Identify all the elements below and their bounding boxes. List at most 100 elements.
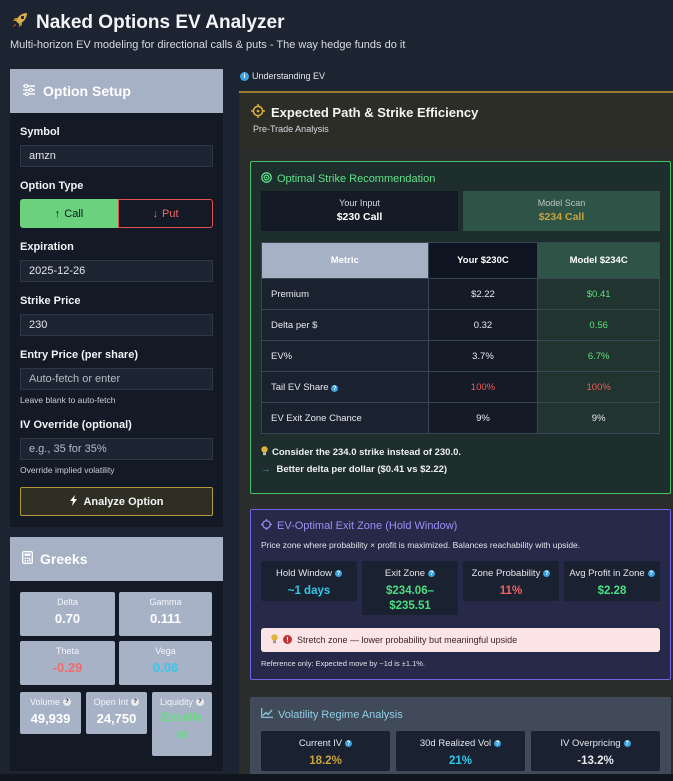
realized-vol-tile: 30d Realized Vol? 21%	[396, 731, 525, 771]
current-iv-tile: Current IV? 18.2%	[261, 731, 390, 771]
your-input-value: $230 Call	[336, 211, 383, 223]
yours-cell: $2.22	[427, 278, 539, 310]
greeks-header: Greeks	[10, 537, 223, 581]
entry-price-hint: Leave blank to auto-fetch	[20, 395, 116, 405]
crosshair-icon	[261, 519, 272, 533]
option-type-label: Option Type	[20, 180, 84, 192]
yours-cell: 100%	[427, 371, 539, 403]
volume-value: 49,939	[30, 711, 71, 726]
avg-profit-value: $2.28	[597, 585, 627, 597]
table-row: EV Exit Zone Chance 9% 9%	[261, 402, 660, 434]
metric-cell: Delta per $	[261, 309, 429, 341]
metric-cell: Premium	[261, 278, 429, 310]
model-cell: 100%	[537, 371, 660, 403]
lightbulb-icon	[261, 446, 268, 459]
table-header: Your $230C	[427, 242, 539, 279]
info-icon: i	[240, 71, 249, 81]
crosshair-icon	[251, 104, 265, 121]
trend-chart-icon	[261, 708, 273, 721]
sliders-icon	[22, 83, 36, 99]
table-header: Metric	[261, 242, 429, 279]
iv-override-input[interactable]: e.g., 35 for 35%	[20, 438, 213, 460]
info-icon[interactable]: ?	[623, 740, 631, 747]
analyze-option-button[interactable]: Analyze Option	[20, 487, 213, 516]
info-icon[interactable]: ?	[543, 570, 551, 577]
model-cell: $0.41	[537, 278, 660, 310]
vega-label: Vega	[155, 646, 176, 656]
lightbulb-icon	[271, 634, 278, 646]
model-scan-value: $234 Call	[538, 211, 585, 223]
exit-zone-label: Exit Zone	[384, 568, 426, 579]
realized-vol-value: 21%	[448, 755, 473, 767]
horizontal-scrollbar[interactable]	[0, 774, 673, 781]
info-icon[interactable]: ?	[196, 698, 205, 706]
iv-override-label: IV Override (optional)	[20, 419, 132, 431]
exit-zone-title: EV-Optimal Exit Zone (Hold Window)	[261, 519, 457, 533]
iv-override-hint: Override implied volatility	[20, 465, 115, 475]
arrow-right-icon: →	[261, 464, 271, 475]
zone-probability-value: 11%	[499, 585, 523, 597]
open-interest-tile: Open Int? 24,750	[86, 692, 147, 734]
page-title: Naked Options EV Analyzer	[10, 10, 284, 36]
hold-window-value: ~1 days	[287, 585, 331, 597]
avg-profit-label: Avg Profit in Zone	[569, 568, 645, 579]
table-row: Tail EV Share ? 100% 100%	[261, 371, 660, 403]
metric-cell: EV Exit Zone Chance	[261, 402, 429, 434]
strike-label: Strike Price	[20, 295, 81, 307]
iv-overpricing-label: IV Overpricing	[560, 738, 621, 749]
expiration-input[interactable]: 2025-12-26	[20, 260, 213, 282]
optimal-strike-title: Optimal Strike Recommendation	[261, 172, 435, 186]
understanding-ev-link[interactable]: i Understanding EV	[240, 71, 325, 81]
volatility-title: Volatility Regime Analysis	[261, 708, 403, 721]
arrow-up-icon: ↑	[54, 207, 61, 220]
vega-value: 0.06	[152, 660, 179, 675]
current-iv-value: 18.2%	[309, 755, 342, 767]
strike-input[interactable]: 230	[20, 314, 213, 336]
iv-overpricing-value: -13.2%	[577, 755, 614, 767]
gamma-label: Gamma	[149, 597, 182, 607]
arrow-down-icon: ↓	[152, 207, 158, 220]
liquidity-value: Excelle nt	[161, 710, 203, 741]
info-icon[interactable]: ?	[334, 570, 342, 577]
option-setup-header: Option Setup	[10, 69, 223, 113]
info-icon[interactable]: ?	[494, 740, 502, 747]
info-icon[interactable]: ?	[131, 698, 140, 706]
delta-tile: Delta 0.70	[20, 592, 115, 636]
realized-vol-label: 30d Realized Vol	[419, 738, 492, 749]
page-subtitle: Multi-horizon EV modeling for directiona…	[10, 39, 406, 51]
exit-zone-tile: Exit Zone? $234.06– $235.51	[362, 561, 458, 615]
table-row: EV% 3.7% 6.7%	[261, 340, 660, 372]
put-button[interactable]: ↓ Put	[118, 199, 213, 228]
zone-probability-tile: Zone Probability? 11%	[463, 561, 559, 601]
target-icon	[261, 172, 272, 186]
info-icon[interactable]: ?	[647, 570, 655, 577]
info-icon[interactable]: ?	[345, 740, 353, 747]
calculator-icon	[22, 551, 33, 567]
delta-label: Delta	[56, 597, 78, 607]
info-icon[interactable]: ?	[63, 698, 72, 706]
call-button[interactable]: ↑ Call	[20, 199, 118, 228]
info-icon[interactable]: ?	[331, 385, 339, 392]
yours-cell: 3.7%	[427, 340, 539, 372]
open-interest-value: 24,750	[96, 711, 137, 726]
info-icon[interactable]: ?	[428, 570, 436, 577]
theta-label: Theta	[55, 646, 79, 656]
strike-comparison-table: Metric Your $230C Model $234C Premium $2…	[261, 242, 660, 434]
table-header: Model $234C	[537, 242, 660, 279]
symbol-input[interactable]: amzn	[20, 145, 213, 167]
yours-cell: 9%	[427, 402, 539, 434]
current-iv-label: Current IV	[298, 738, 343, 749]
bolt-icon	[69, 494, 78, 509]
model-cell: 6.7%	[537, 340, 660, 372]
stretch-zone-alert: Stretch zone — lower probability but mea…	[261, 628, 660, 652]
zone-probability-label: Zone Probability	[471, 568, 541, 579]
model-scan-label: Model Scan	[537, 198, 586, 208]
model-cell: 0.56	[537, 309, 660, 341]
table-row: Delta per $ 0.32 0.56	[261, 309, 660, 341]
gamma-value: 0.111	[149, 611, 182, 626]
theta-tile: Theta -0.29	[20, 641, 115, 685]
entry-price-input[interactable]: Auto-fetch or enter	[20, 368, 213, 390]
gamma-tile: Gamma 0.111	[119, 592, 212, 636]
liquidity-tile: Liquidity? Excelle nt	[152, 692, 212, 756]
entry-price-label: Entry Price (per share)	[20, 349, 138, 361]
